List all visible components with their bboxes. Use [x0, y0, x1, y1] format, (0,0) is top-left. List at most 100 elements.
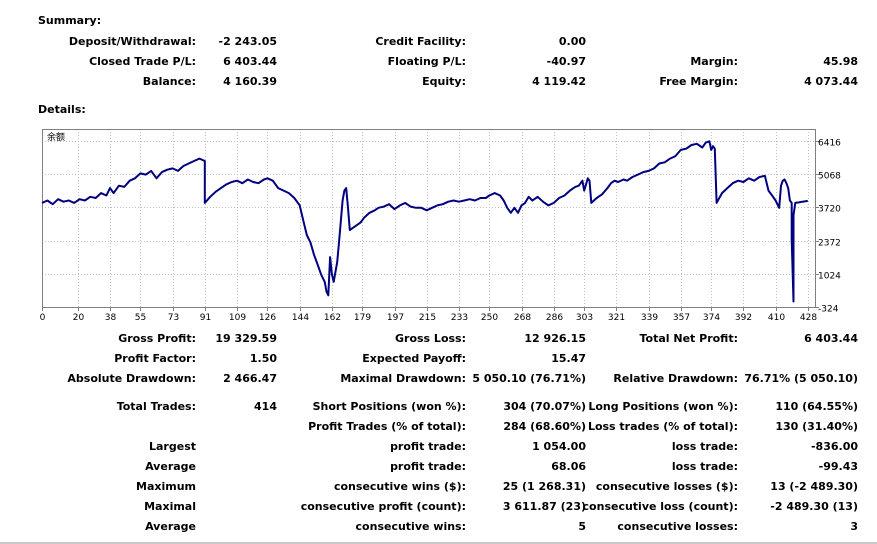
max-consecutive-wins-value: 25 (1 268.31) [502, 480, 586, 493]
long-positions-value: 110 (64.55%) [775, 400, 858, 413]
y-tick-label: 2372 [818, 239, 841, 249]
maximal-consecutive-loss-label: consecutive loss (count): [582, 500, 738, 513]
maximal-consecutive-profit-value: 3 611.87 (23) [502, 500, 586, 513]
x-tick-label: 410 [768, 313, 785, 322]
y-tick-label: 6416 [818, 139, 841, 149]
x-tick-label: 339 [641, 313, 658, 322]
maximal-consecutive-profit-label: consecutive profit (count): [300, 500, 466, 513]
equity-label: Equity: [422, 75, 466, 88]
x-tick-label: 109 [229, 313, 246, 322]
floating-pl-value: -40.97 [546, 55, 586, 68]
details-heading: Details: [38, 103, 86, 116]
relative-drawdown-value: 76.71% (5 050.10) [744, 372, 858, 385]
balance-chart: 6416 5068 3720 2372 1024 -324 0 20 38 55 73 91 109 1… [40, 129, 841, 322]
largest-label: Largest [149, 440, 196, 453]
max-consecutive-wins-label: consecutive wins ($): [333, 480, 466, 493]
balance-value: 4 160.39 [223, 75, 277, 88]
maximal-consecutive-loss-value: -2 489.30 (13) [770, 500, 858, 513]
credit-label: Credit Facility: [375, 35, 466, 48]
margin-value: 45.98 [823, 55, 858, 68]
y-tick-label: 5068 [818, 172, 841, 182]
profit-trades-value: 284 (68.60%) [503, 420, 586, 433]
largest-loss-label: loss trade: [671, 440, 738, 453]
x-tick-label: 215 [419, 313, 436, 322]
avg-consecutive-losses-label: consecutive losses: [617, 520, 738, 533]
credit-value: 0.00 [558, 35, 586, 48]
max-consecutive-losses-value: 13 (-2 489.30) [770, 480, 858, 493]
x-tick-label: 357 [673, 313, 690, 322]
x-tick-label: 428 [800, 313, 817, 322]
short-positions-label: Short Positions (won %): [312, 400, 466, 413]
free-margin-value: 4 073.44 [804, 75, 858, 88]
largest-profit-value: 1 054.00 [532, 440, 586, 453]
closed-pl-label: Closed Trade P/L: [89, 55, 196, 68]
x-tick-label: 38 [105, 313, 117, 322]
x-tick-label: 55 [135, 313, 146, 322]
loss-trades-value: 130 (31.40%) [775, 420, 858, 433]
relative-drawdown-label: Relative Drawdown: [613, 372, 738, 385]
short-positions-value: 304 (70.07%) [503, 400, 586, 413]
average-loss-label: loss trade: [671, 460, 738, 473]
average-label: Average [145, 460, 196, 473]
expected-payoff-label: Expected Payoff: [362, 352, 466, 365]
average-profit-value: 68.06 [551, 460, 586, 473]
maximal-label: Maximal [144, 500, 196, 513]
gross-profit-value: 19 329.59 [215, 332, 277, 345]
chart-series [41, 140, 808, 303]
deposit-value: -2 243.05 [218, 35, 278, 48]
equity-value: 4 119.42 [532, 75, 586, 88]
x-tick-label: 197 [387, 313, 404, 322]
y-tick-label: 3720 [818, 205, 841, 215]
y-axis-ticks: 6416 5068 3720 2372 1024 -324 [815, 139, 841, 315]
margin-label: Margin: [690, 55, 738, 68]
x-tick-label: 73 [168, 313, 179, 322]
total-trades-label: Total Trades: [116, 400, 196, 413]
avg-consecutive-wins-value: 5 [578, 520, 586, 533]
y-tick-label: 1024 [818, 272, 841, 282]
x-tick-label: 91 [200, 313, 211, 322]
floating-pl-label: Floating P/L: [387, 55, 466, 68]
free-margin-label: Free Margin: [659, 75, 738, 88]
gross-loss-value: 12 926.15 [524, 332, 586, 345]
x-tick-label: 144 [292, 313, 309, 322]
average-profit-label: profit trade: [390, 460, 466, 473]
loss-trades-label: Loss trades (% of total): [587, 420, 738, 433]
closed-pl-value: 6 403.44 [223, 55, 277, 68]
x-tick-label: 0 [40, 313, 46, 322]
x-tick-label: 250 [481, 313, 498, 322]
profit-factor-value: 1.50 [249, 352, 277, 365]
summary-heading: Summary: [38, 14, 102, 27]
x-tick-label: 303 [576, 313, 593, 322]
absolute-drawdown-label: Absolute Drawdown: [67, 372, 196, 385]
maximal-drawdown-value: 5 050.10 (76.71%) [472, 372, 586, 385]
balance-label: Balance: [142, 75, 196, 88]
absolute-drawdown-value: 2 466.47 [223, 372, 277, 385]
profit-factor-label: Profit Factor: [114, 352, 196, 365]
maximum-label: Maximum [136, 480, 196, 493]
total-trades-value: 414 [254, 400, 277, 413]
long-positions-label: Long Positions (won %): [588, 400, 738, 413]
x-tick-label: 321 [608, 313, 625, 322]
avg-consecutive-wins-label: consecutive wins: [355, 520, 466, 533]
x-tick-label: 233 [451, 313, 468, 322]
maximal-drawdown-label: Maximal Drawdown: [340, 372, 466, 385]
deposit-label: Deposit/Withdrawal: [68, 35, 196, 48]
x-tick-label: 162 [324, 313, 341, 322]
x-tick-label: 126 [259, 313, 276, 322]
x-axis-ticks: 0 20 38 55 73 91 109 126 144 162 179 197 215 233 250 26… [40, 307, 817, 322]
largest-profit-label: profit trade: [390, 440, 466, 453]
y-tick-label: -324 [818, 305, 839, 315]
avg-consecutive-losses-value: 3 [850, 520, 858, 533]
profit-trades-label: Profit Trades (% of total): [308, 420, 466, 433]
chart-title: 余额 [47, 131, 65, 143]
x-tick-label: 20 [73, 313, 85, 322]
x-tick-label: 374 [703, 313, 720, 322]
chart-plot-frame [42, 129, 816, 308]
largest-loss-value: -836.00 [810, 440, 858, 453]
gross-profit-label: Gross Profit: [118, 332, 196, 345]
total-net-profit-value: 6 403.44 [804, 332, 858, 345]
x-tick-label: 268 [514, 313, 531, 322]
average-consecutive-label: Average [145, 520, 196, 533]
x-tick-label: 392 [735, 313, 752, 322]
gross-loss-label: Gross Loss: [395, 332, 466, 345]
